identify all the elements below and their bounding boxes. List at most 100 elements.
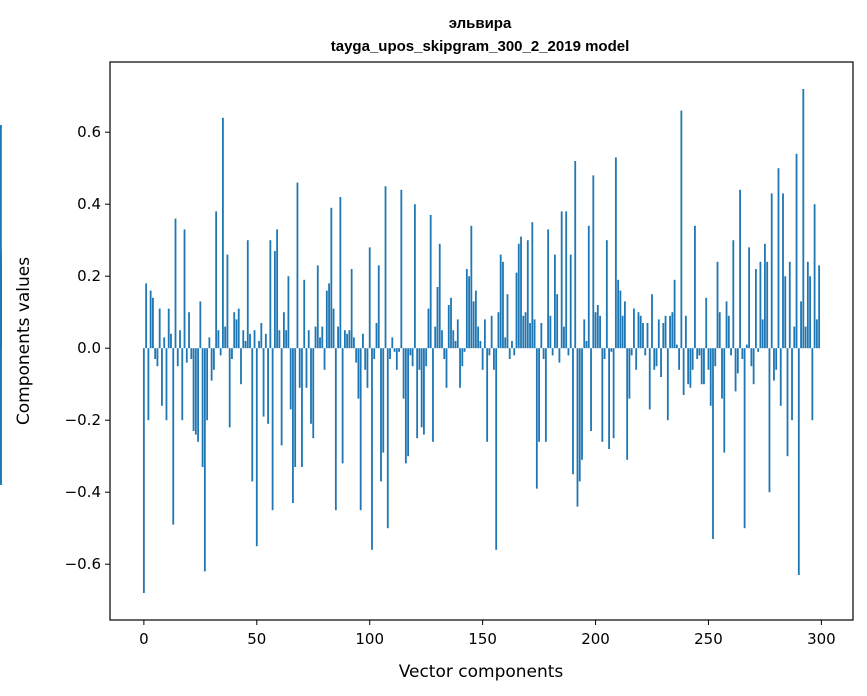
bar-184 <box>558 348 561 363</box>
bar-188 <box>567 348 570 356</box>
bar-203 <box>601 348 604 442</box>
bar-206 <box>608 348 610 449</box>
bar-287 <box>791 348 793 421</box>
bar-108 <box>386 348 389 529</box>
bar-undefined <box>0 125 2 349</box>
bar-186 <box>563 326 565 349</box>
y-tick-label: −0.4 <box>65 483 101 501</box>
bar-121 <box>416 348 419 439</box>
bar-274 <box>761 319 764 349</box>
bar-82 <box>328 283 330 349</box>
bar-10 <box>165 348 168 421</box>
bar-273 <box>759 261 762 349</box>
bar-56 <box>269 240 272 349</box>
bar-176 <box>540 323 543 349</box>
bar-73 <box>307 330 310 349</box>
bar-197 <box>587 225 590 349</box>
bar-202 <box>599 315 601 349</box>
bar-290 <box>797 348 800 575</box>
bar-268 <box>748 247 751 349</box>
bar-6 <box>156 348 159 367</box>
bar-259 <box>727 315 730 349</box>
bar-15 <box>176 348 179 367</box>
bar-133 <box>443 348 446 359</box>
bar-90 <box>346 333 349 349</box>
bar-266 <box>743 348 746 529</box>
bar-276 <box>766 261 769 349</box>
bar-299 <box>818 265 821 349</box>
bar-253 <box>714 348 717 367</box>
bar-120 <box>413 204 416 349</box>
bar-163 <box>511 341 513 349</box>
bar-225 <box>651 294 653 349</box>
bar-140 <box>459 348 461 388</box>
bar-104 <box>377 265 380 349</box>
bar-105 <box>380 348 382 482</box>
bar-52 <box>260 323 263 349</box>
bar-157 <box>497 312 500 349</box>
bar-200 <box>594 312 597 349</box>
bar-168 <box>522 315 525 349</box>
bar-87 <box>339 197 342 349</box>
bar-167 <box>520 236 522 349</box>
bar-103 <box>375 323 378 349</box>
bar-265 <box>741 348 744 359</box>
bar-207 <box>610 348 613 352</box>
bar-116 <box>404 348 407 464</box>
bar-37 <box>226 254 229 349</box>
bar-151 <box>483 319 486 349</box>
bar-24 <box>197 348 199 442</box>
bar-162 <box>508 348 511 359</box>
bar-220 <box>639 315 642 349</box>
bar-297 <box>813 204 816 349</box>
bar-43 <box>240 348 242 385</box>
bar-193 <box>578 348 581 482</box>
bar-47 <box>249 333 251 349</box>
bar-234 <box>671 312 674 349</box>
y-axis-ticks: −0.6 −0.4 −0.2 0.0 0.2 0.4 0.6 <box>65 123 110 573</box>
bar-165 <box>515 272 518 349</box>
x-axis-ticks: 0 50 100 150 200 250 300 <box>139 620 836 648</box>
bar-109 <box>389 348 391 359</box>
bar-69 <box>298 348 301 388</box>
bar-289 <box>795 153 798 349</box>
bar-209 <box>614 157 617 349</box>
bar-201 <box>596 305 599 349</box>
plot-area-frame <box>109 61 854 621</box>
bar-295 <box>809 276 811 349</box>
bar-189 <box>569 254 572 349</box>
bar-7 <box>158 308 161 349</box>
bar-122 <box>418 348 421 370</box>
bar-182 <box>553 254 556 349</box>
y-tick-label: 0.0 <box>77 339 101 357</box>
bar-20 <box>188 312 190 349</box>
bar-282 <box>779 348 782 406</box>
bar-271 <box>754 269 757 349</box>
y-tick-label: 0.2 <box>77 267 101 285</box>
bar-65 <box>289 348 292 410</box>
bar-172 <box>531 222 534 349</box>
bar-106 <box>382 348 385 453</box>
bar-33 <box>217 330 220 349</box>
bar-230 <box>662 323 665 349</box>
bar-250 <box>707 348 710 370</box>
bar-130 <box>436 287 439 349</box>
bar-222 <box>644 348 647 356</box>
bar-242 <box>689 348 692 388</box>
bar-252 <box>712 348 714 539</box>
bar-238 <box>680 110 683 349</box>
bar-213 <box>624 301 626 349</box>
bar-series <box>0 89 821 593</box>
bar-95 <box>357 348 360 399</box>
bar-145 <box>470 225 473 349</box>
bar-211 <box>619 290 622 349</box>
bar-210 <box>617 279 620 349</box>
bar-60 <box>278 330 281 349</box>
bar-27 <box>203 348 206 572</box>
chart-subtitle: tayga_upos_skipgram_300_2_2019 model <box>331 38 630 55</box>
bar-247 <box>700 348 703 385</box>
bar-124 <box>423 348 425 435</box>
bar-21 <box>190 348 193 359</box>
bar-244 <box>694 225 696 349</box>
bar-58 <box>273 251 276 349</box>
